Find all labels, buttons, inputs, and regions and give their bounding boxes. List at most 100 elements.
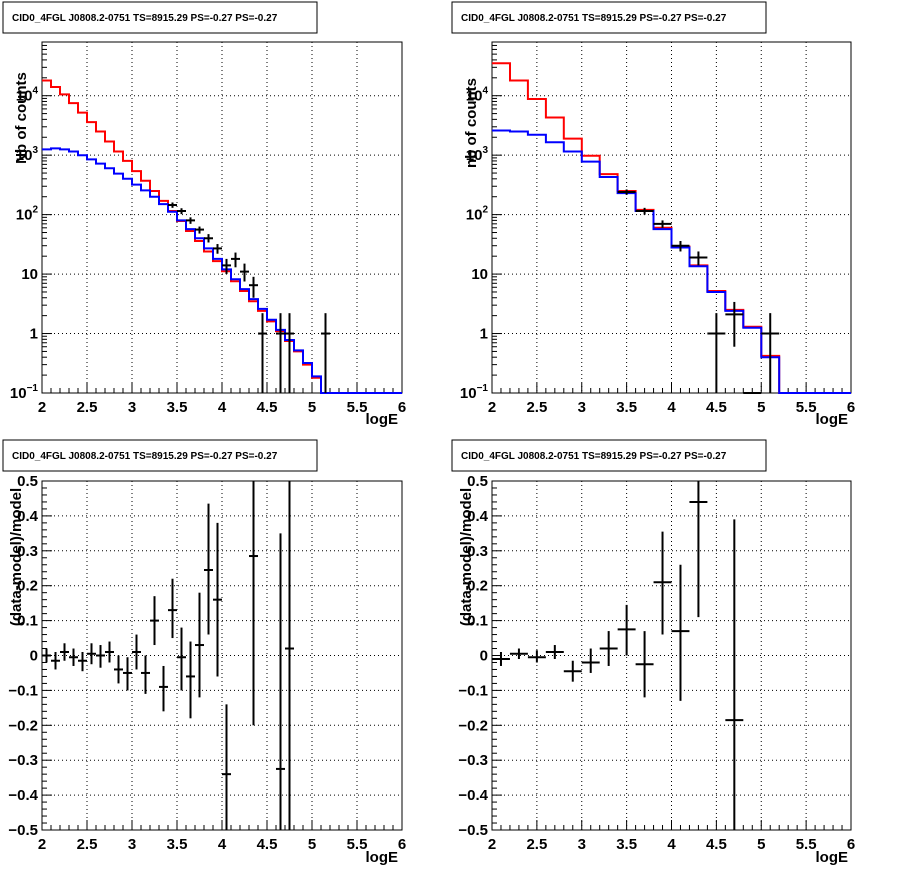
x-tick-label: 4 [218, 399, 227, 416]
y-tick-base: 10 [16, 88, 33, 105]
y-tick-label: −0.4 [8, 787, 38, 804]
panel-title: CID0_4FGL J0808.2-0751 TS=8915.29 PS=-0.… [461, 13, 727, 24]
data-point [186, 641, 195, 719]
y-tick-label: 0.5 [17, 473, 38, 490]
data-point [231, 252, 240, 268]
y-tick-label: 102 [16, 205, 39, 224]
data-point [96, 645, 105, 668]
x-tick-label: 2 [488, 836, 496, 853]
x-tick-label: 5 [757, 836, 765, 853]
data-point [653, 220, 672, 228]
data-point [78, 652, 87, 672]
data-point [707, 313, 726, 393]
y-tick-base: 10 [16, 147, 33, 164]
counts-panel-top-left: CID0_4FGL J0808.2-0751 TS=8915.29 PS=-0.… [2, 1, 406, 428]
title-box [2, 1, 318, 34]
y-tick-exponent: −1 [27, 383, 39, 394]
y-tick-label: 10−1 [10, 383, 39, 402]
data-point [168, 578, 177, 639]
y-tick-label: 0.4 [467, 508, 489, 525]
histogram-line-1 [492, 129, 851, 394]
data-point [87, 643, 96, 665]
y-tick-base: 10 [466, 88, 483, 105]
residual-panel-bottom-right: CID0_4FGL J0808.2-0751 TS=8915.29 PS=-0.… [451, 439, 855, 866]
x-tick-label: 2.5 [526, 399, 547, 416]
x-tick-label: 3.5 [167, 836, 188, 853]
y-tick-label: 104 [16, 86, 39, 105]
x-tick-label: 6 [847, 836, 855, 853]
x-tick-label: 2.5 [526, 836, 547, 853]
data-point [725, 301, 744, 347]
y-tick-exponent: 2 [482, 205, 488, 216]
x-tick-label: 3 [578, 399, 586, 416]
data-point [195, 592, 204, 698]
x-tick-label: 4.5 [706, 399, 727, 416]
data-point [159, 665, 168, 712]
data-point [168, 202, 177, 208]
x-axis-label: logE [816, 849, 849, 866]
y-tick-label: −0.3 [458, 752, 488, 769]
x-tick-label: 4 [667, 836, 676, 853]
data-point [321, 313, 330, 393]
data-point [240, 263, 249, 282]
data-point [617, 189, 636, 195]
data-point [213, 244, 222, 254]
data-point [114, 655, 123, 684]
data-point [689, 251, 708, 266]
title-box [451, 1, 767, 34]
x-tick-label: 4.5 [257, 399, 278, 416]
counts-panel-top-right: CID0_4FGL J0808.2-0751 TS=8915.29 PS=-0.… [451, 1, 855, 428]
x-tick-label: 3.5 [167, 399, 188, 416]
y-tick-exponent: 3 [32, 145, 38, 156]
x-tick-label: 3.5 [616, 399, 637, 416]
y-tick-label: 1 [30, 326, 38, 343]
x-tick-label: 4 [218, 836, 227, 853]
title-box [2, 439, 318, 472]
y-tick-exponent: 4 [482, 86, 488, 97]
data-point [249, 276, 258, 298]
data-point [492, 652, 510, 666]
y-tick-label: −0.2 [458, 717, 488, 734]
y-tick-label: 0.2 [17, 578, 38, 595]
data-point [204, 503, 213, 635]
data-point [123, 657, 132, 691]
data-point [249, 481, 258, 726]
y-tick-label: 0 [30, 648, 38, 665]
data-point [222, 704, 231, 830]
y-tick-label: 103 [466, 145, 489, 164]
y-tick-exponent: 2 [32, 205, 38, 216]
x-tick-label: 5.5 [347, 836, 368, 853]
data-point [285, 481, 294, 830]
title-box [451, 439, 767, 472]
data-point [141, 655, 150, 694]
x-tick-label: 5.5 [347, 399, 368, 416]
data-point [563, 660, 582, 682]
y-axis-label: Nb of counts [13, 72, 30, 164]
x-tick-label: 3 [578, 836, 586, 853]
y-tick-label: 0.2 [467, 578, 488, 595]
data-point [69, 648, 78, 666]
y-tick-base: 10 [466, 147, 483, 164]
x-tick-label: 5.5 [796, 399, 817, 416]
x-tick-label: 5 [308, 836, 316, 853]
y-axis-label: (data-model)/model [458, 488, 475, 626]
x-axis-label: logE [366, 411, 399, 428]
data-point [51, 652, 60, 670]
y-tick-label: 103 [16, 145, 39, 164]
y-tick-label: 0.1 [17, 613, 38, 630]
y-tick-label: 10 [21, 266, 38, 283]
data-point [258, 313, 267, 393]
y-tick-base: 10 [460, 385, 477, 402]
data-point [725, 519, 744, 830]
y-tick-exponent: 3 [482, 145, 488, 156]
x-tick-label: 2 [488, 399, 496, 416]
y-tick-exponent: 4 [32, 86, 38, 97]
y-tick-label: 0.3 [17, 543, 38, 560]
y-tick-label: −0.2 [8, 717, 38, 734]
y-tick-label: 0.3 [467, 543, 488, 560]
data-point [186, 217, 195, 224]
y-tick-label: −0.3 [8, 752, 38, 769]
data-point [617, 604, 636, 656]
x-axis-label: logE [816, 411, 849, 428]
